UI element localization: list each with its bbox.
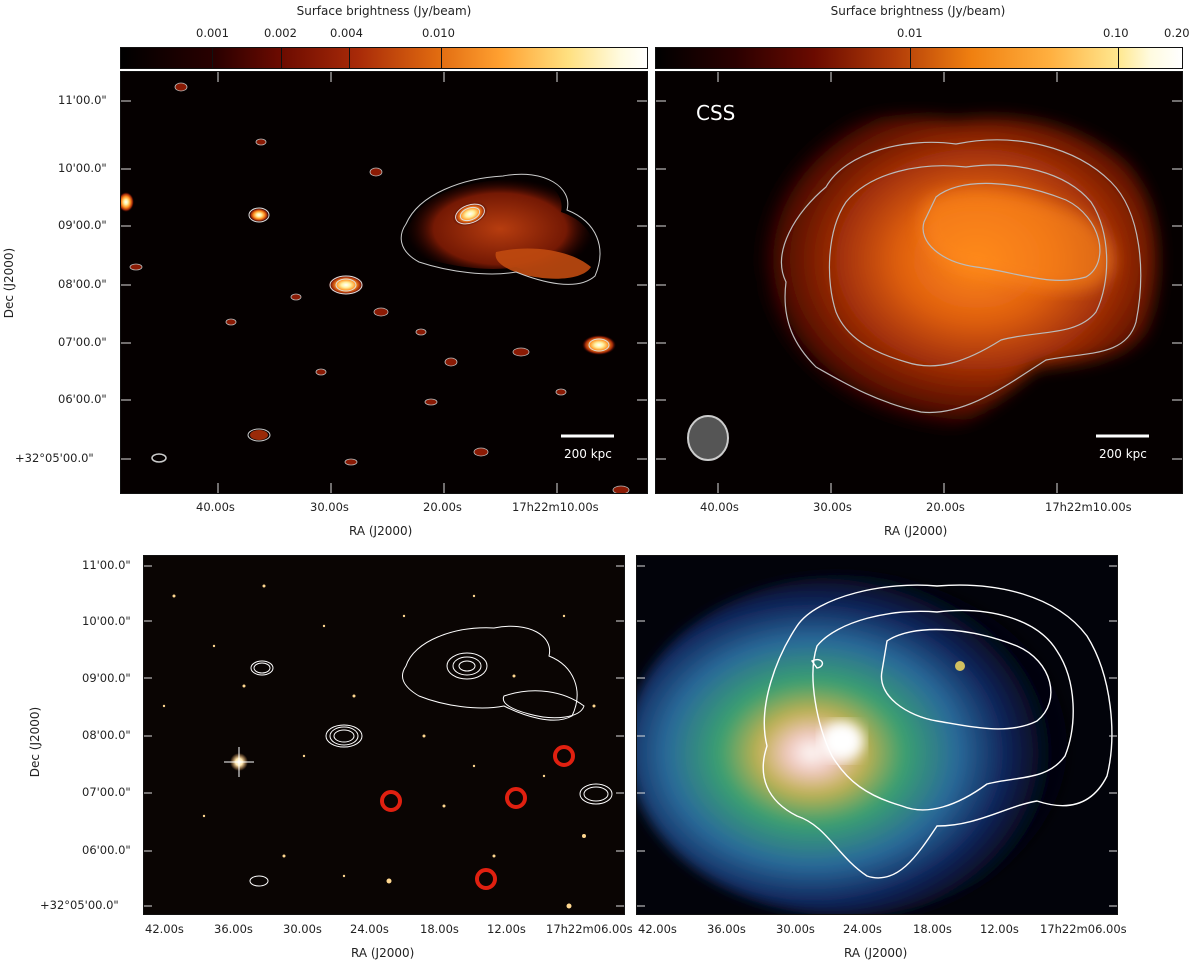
radio-map-top-left: 200 kpc (120, 71, 648, 494)
ra-tick: 18.00s (420, 922, 459, 936)
ra-axis-label: RA (J2000) (351, 946, 415, 960)
dec-tick: +32°05'00.0" (15, 451, 94, 465)
dec-tick: 10'00.0" (58, 161, 107, 175)
colorbar-left-tick: 0.002 (264, 26, 297, 40)
dec-axis-label: Dec (J2000) (28, 706, 43, 778)
dec-tick: 11'00.0" (82, 558, 131, 572)
colorbar-right-tick: 0.01 (897, 26, 923, 40)
colorbar-right-title: Surface brightness (Jy/beam) (830, 4, 1006, 18)
ra-tick: 30.00s (283, 922, 322, 936)
dec-tick: 09'00.0" (58, 218, 107, 232)
ra-tick: 17h22m10.00s (512, 500, 599, 514)
ra-tick: 24.00s (350, 922, 389, 936)
ra-tick: 30.00s (776, 922, 815, 936)
dec-tick: 06'00.0" (58, 392, 107, 406)
scalebar-label-left: 200 kpc (564, 447, 612, 461)
radio-map-top-right: CSS 200 kpc (655, 71, 1183, 494)
ra-tick: 42.00s (638, 922, 677, 936)
ra-tick: 18.00s (913, 922, 952, 936)
ra-tick: 20.00s (423, 500, 462, 514)
ra-tick: 40.00s (700, 500, 739, 514)
css-tag: CSS (696, 101, 735, 125)
ra-axis-label: RA (J2000) (844, 946, 908, 960)
ra-tick: 36.00s (214, 922, 253, 936)
xray-image-bottom-right (636, 555, 1118, 915)
colorbar-left-tick: 0.010 (422, 26, 455, 40)
ra-axis-label: RA (J2000) (349, 524, 413, 538)
ra-tick: 42.00s (145, 922, 184, 936)
colorbar-right (655, 47, 1183, 69)
dec-tick: 11'00.0" (58, 93, 107, 107)
ra-tick: 12.00s (487, 922, 526, 936)
ra-tick: 30.00s (813, 500, 852, 514)
colorbar-left (120, 47, 648, 69)
colorbar-left-tick: 0.004 (330, 26, 363, 40)
dec-tick: 10'00.0" (82, 614, 131, 628)
colorbar-left-tick: 0.001 (196, 26, 229, 40)
colorbar-right-tick: 0.20 (1164, 26, 1190, 40)
dec-tick: 08'00.0" (58, 277, 107, 291)
ra-tick: 30.00s (310, 500, 349, 514)
dec-tick: +32°05'00.0" (40, 898, 119, 912)
ra-tick: 36.00s (707, 922, 746, 936)
ra-tick: 40.00s (196, 500, 235, 514)
dec-tick: 07'00.0" (82, 785, 131, 799)
dec-tick: 09'00.0" (82, 671, 131, 685)
ra-tick: 20.00s (926, 500, 965, 514)
colorbar-left-title: Surface brightness (Jy/beam) (296, 4, 472, 18)
ra-axis-label: RA (J2000) (884, 524, 948, 538)
dec-tick: 08'00.0" (82, 728, 131, 742)
colorbar-right-tick: 0.10 (1103, 26, 1129, 40)
ra-tick: 24.00s (843, 922, 882, 936)
ra-tick: 17h22m06.00s (546, 922, 633, 936)
dec-axis-label: Dec (J2000) (2, 247, 17, 319)
scalebar-label-right: 200 kpc (1099, 447, 1147, 461)
ra-tick: 17h22m10.00s (1045, 500, 1132, 514)
dec-tick: 07'00.0" (58, 335, 107, 349)
optical-image-bottom-left (143, 555, 625, 915)
ra-tick: 17h22m06.00s (1040, 922, 1127, 936)
dec-tick: 06'00.0" (82, 843, 131, 857)
ra-tick: 12.00s (980, 922, 1019, 936)
